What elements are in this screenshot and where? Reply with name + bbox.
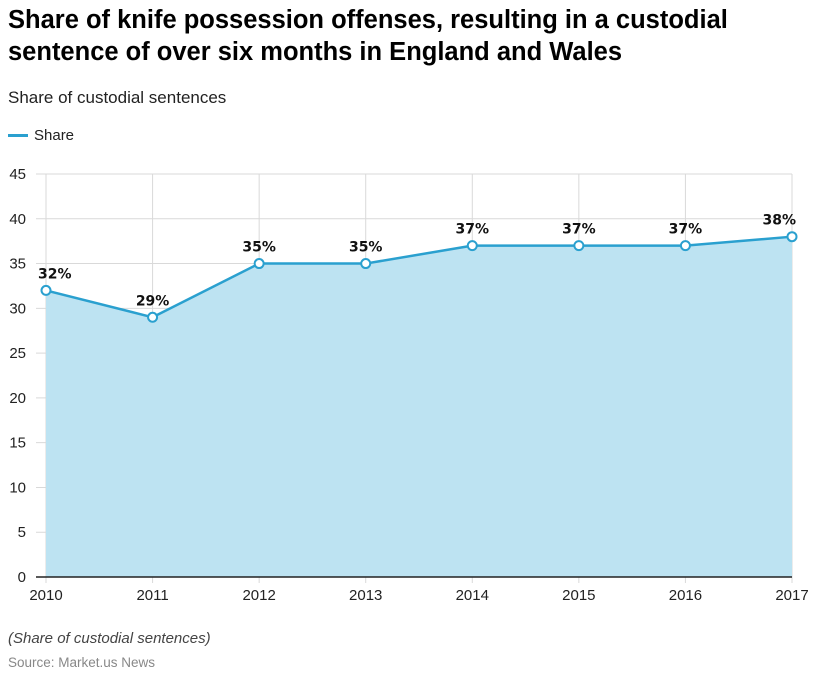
x-tick-label: 2013 bbox=[349, 587, 382, 604]
data-point bbox=[573, 240, 585, 252]
legend-swatch bbox=[8, 134, 28, 137]
data-point bbox=[147, 311, 159, 323]
y-tick-label: 35 bbox=[9, 256, 26, 273]
series-line bbox=[45, 235, 793, 319]
x-tick-label: 2010 bbox=[29, 587, 62, 604]
footnote: (Share of custodial sentences) bbox=[8, 630, 211, 647]
data-label: 35% bbox=[242, 240, 276, 256]
x-tick-label: 2017 bbox=[775, 587, 808, 604]
area-fill bbox=[46, 236, 792, 577]
y-tick-label: 40 bbox=[9, 211, 26, 228]
data-label: 37% bbox=[562, 222, 596, 238]
source-note: Source: Market.us News bbox=[8, 655, 156, 670]
data-label: 29% bbox=[136, 293, 170, 309]
y-tick-label: 30 bbox=[9, 300, 26, 317]
x-tick-label: 2015 bbox=[562, 587, 595, 604]
data-point bbox=[40, 284, 52, 296]
data-label: 32% bbox=[38, 266, 72, 282]
chart-subtitle: Share of custodial sentences bbox=[8, 88, 227, 107]
legend: Share bbox=[8, 127, 74, 144]
data-label: 35% bbox=[349, 240, 383, 256]
x-tick-label: 2016 bbox=[669, 587, 702, 604]
data-point bbox=[253, 258, 265, 270]
y-tick-label: 10 bbox=[9, 479, 26, 496]
x-tick-label: 2014 bbox=[456, 587, 489, 604]
y-tick-label: 25 bbox=[9, 345, 26, 362]
data-point bbox=[786, 231, 798, 243]
data-point bbox=[679, 240, 691, 252]
y-tick-label: 0 bbox=[18, 569, 26, 586]
x-tick-label: 2011 bbox=[136, 587, 168, 604]
chart-title: Share of knife possession offenses, resu… bbox=[8, 6, 728, 66]
data-point bbox=[360, 258, 372, 270]
y-tick-label: 20 bbox=[9, 390, 26, 407]
y-tick-label: 5 bbox=[18, 524, 26, 541]
area-shape bbox=[46, 236, 792, 577]
legend-label: Share bbox=[34, 127, 75, 144]
data-points bbox=[40, 231, 798, 323]
data-label: 37% bbox=[669, 222, 703, 238]
y-tick-label: 45 bbox=[9, 166, 26, 183]
data-point bbox=[466, 240, 478, 252]
x-tick-label: 2012 bbox=[242, 587, 275, 604]
series-line-share bbox=[45, 235, 793, 319]
data-label: 37% bbox=[456, 222, 490, 238]
data-labels: 32% 29% 35% 35% 37% 37% 37% 38% bbox=[38, 213, 796, 310]
y-tick-label: 15 bbox=[9, 435, 26, 452]
data-label: 38% bbox=[762, 213, 796, 229]
axes: 0 5 10 15 20 25 30 35 40 45 2010 2011 2012 2013 2014 20… bbox=[9, 166, 808, 604]
